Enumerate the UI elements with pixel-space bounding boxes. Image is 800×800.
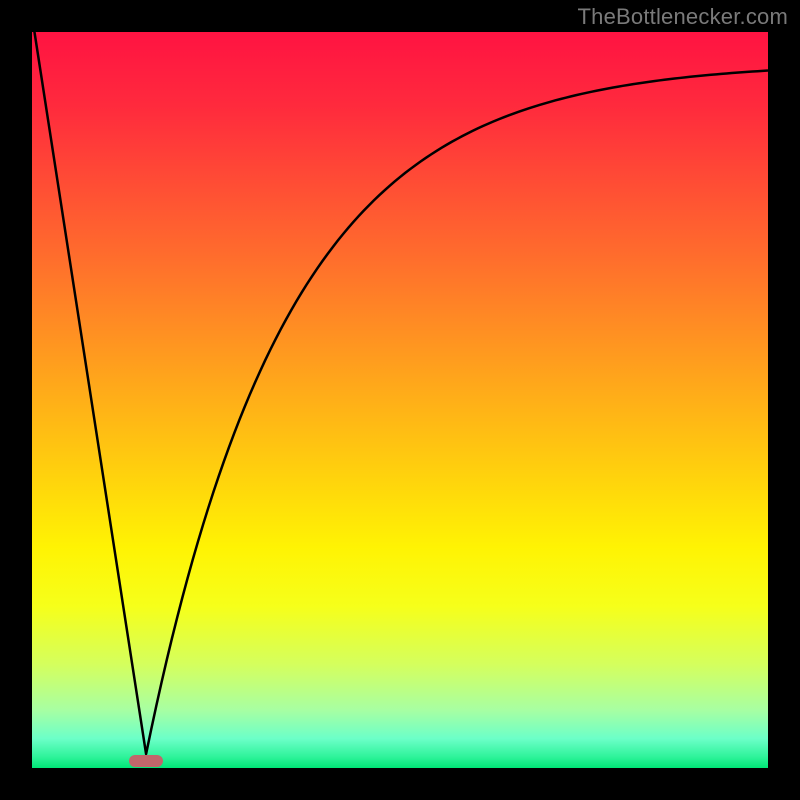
optimal-marker xyxy=(129,755,163,767)
gradient-background xyxy=(32,32,768,768)
watermark-text: TheBottlenecker.com xyxy=(578,4,788,30)
chart-container: TheBottlenecker.com xyxy=(0,0,800,800)
chart-svg xyxy=(0,0,800,800)
